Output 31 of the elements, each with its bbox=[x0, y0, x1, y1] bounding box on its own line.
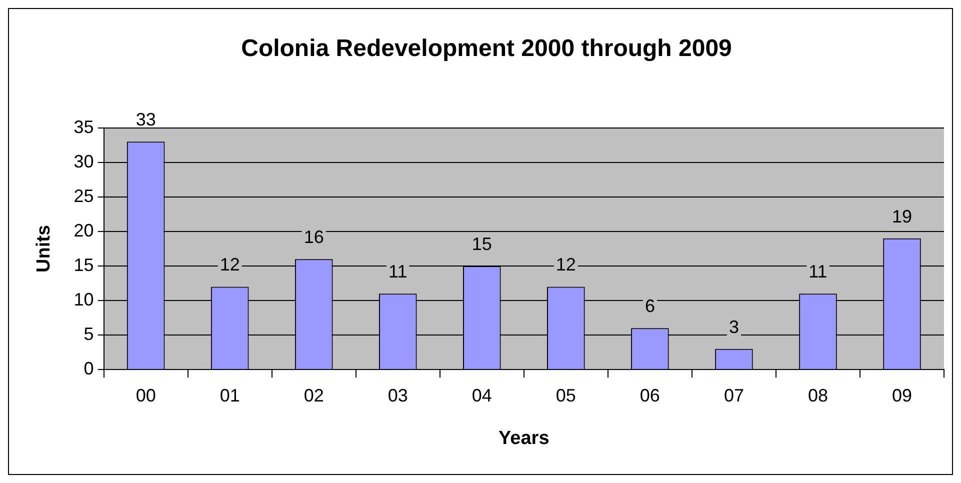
y-tick-label: 20 bbox=[74, 220, 94, 240]
y-tick-label: 25 bbox=[74, 186, 94, 206]
data-label: 11 bbox=[808, 262, 828, 282]
data-label: 11 bbox=[388, 262, 408, 282]
x-tick-label: 00 bbox=[136, 385, 156, 406]
x-tick-label: 07 bbox=[724, 385, 744, 406]
x-tick-label: 04 bbox=[472, 385, 492, 406]
x-tick-label: 03 bbox=[388, 385, 408, 406]
data-label: 12 bbox=[556, 254, 576, 275]
data-label: 15 bbox=[472, 234, 492, 254]
x-tick-label: 05 bbox=[556, 385, 576, 406]
data-label: 16 bbox=[304, 227, 324, 248]
x-tick-label: 06 bbox=[640, 385, 660, 406]
x-tick-label: 02 bbox=[304, 385, 324, 406]
data-label: 12 bbox=[220, 254, 240, 275]
chart-title: Colonia Redevelopment 2000 through 2009 bbox=[241, 35, 732, 62]
x-axis-title: Years bbox=[498, 428, 550, 449]
y-tick-label: 15 bbox=[74, 254, 94, 275]
data-label: 19 bbox=[892, 206, 912, 226]
y-axis-title: Units bbox=[34, 224, 55, 272]
data-label: 33 bbox=[136, 110, 156, 130]
y-tick-label: 10 bbox=[74, 289, 94, 310]
x-tick-label: 08 bbox=[808, 385, 828, 406]
y-tick-label: 35 bbox=[74, 116, 94, 137]
y-tick-label: 30 bbox=[74, 151, 94, 172]
x-tick-label: 09 bbox=[892, 385, 912, 406]
data-label: 6 bbox=[644, 296, 655, 316]
x-tick-label: 01 bbox=[220, 385, 240, 406]
data-label: 3 bbox=[728, 316, 739, 337]
y-tick-label: 0 bbox=[84, 358, 94, 379]
y-tick-label: 5 bbox=[84, 324, 94, 344]
